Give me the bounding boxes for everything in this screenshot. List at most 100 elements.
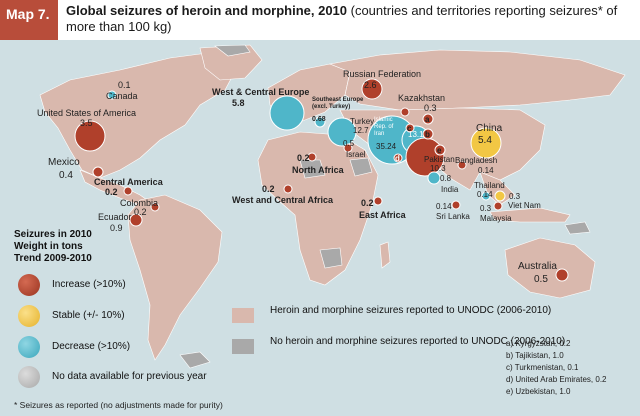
bubble-ecuador [129, 213, 143, 227]
no-data-greenland-north [214, 44, 251, 57]
bubble-thailand [481, 191, 491, 201]
bubble-southeast-europe [314, 116, 326, 128]
marker-c: c [407, 124, 412, 133]
legend-title-line1: Seizures in 2010 [14, 229, 92, 240]
label-colombia: Colombia [120, 198, 159, 208]
label-west-central-africa-value: 0.2 [262, 184, 275, 194]
africa-landmass [257, 131, 379, 286]
label-mexico-value: 0.4 [59, 170, 73, 181]
south-america-landmass [127, 194, 223, 361]
bubble-israel [343, 143, 353, 153]
bubble-canada [107, 90, 117, 100]
label-iran: Islamic Rep. of Iran [374, 117, 394, 137]
seizure-bubbles [74, 78, 569, 282]
header: Map 7. Global seizures of heroin and mor… [0, 0, 640, 40]
no-data-southern-africa [319, 247, 343, 269]
label-usa: United States of America [37, 108, 137, 118]
label-malaysia: Malaysia [480, 214, 512, 223]
label-thailand: Thailand [474, 181, 505, 190]
bubble-india [427, 171, 441, 185]
australia-landmass [504, 237, 596, 299]
bubble-viet-nam [494, 190, 506, 202]
label-china: China [476, 123, 503, 134]
bubble-kazakhstan [400, 107, 410, 117]
label-russia-value: 2.6 [364, 80, 377, 90]
label-russia: Russian Federation [343, 69, 422, 79]
bubble-kyrgyzstan [422, 113, 434, 125]
label-pakistan: Pakistan [424, 155, 455, 164]
label-pakistan-value: 10.3 [430, 164, 446, 173]
legend-increase-label: Increase (>10%) [52, 279, 126, 290]
bubble-colombia [150, 202, 160, 212]
label-bangladesh-value: 0.14 [478, 166, 494, 175]
note-d: d) United Arab Emirates, 0.2 [506, 375, 607, 384]
bubble-bangladesh [457, 160, 467, 170]
legend-title: Seizures in 2010 Weight in tons Trend 20… [14, 229, 92, 265]
bubble-china [470, 127, 502, 159]
bubble-sri-lanka [451, 200, 461, 210]
bubble-mexico [92, 166, 104, 178]
note-b: b) Tajikistan, 1.0 [506, 351, 564, 360]
legend-decrease-dot [18, 336, 40, 358]
title-rest: (countries and territories reporting sei… [66, 3, 618, 34]
marker-a: a [425, 115, 430, 124]
label-ecuador-value: 0.9 [110, 223, 123, 233]
note-e: e) Uzbekistan, 1.0 [506, 387, 571, 396]
legend-title-line2: Weight in tons [14, 241, 83, 252]
legend-reported-swatch [232, 308, 254, 323]
label-southeast-europe-value: 0.68 [312, 116, 326, 123]
bubble-usa [74, 120, 106, 152]
label-israel-value: 0.5 [343, 139, 355, 148]
russia-landmass [328, 49, 626, 111]
label-kazakhstan-value: 0.3 [424, 103, 437, 113]
label-india-value: 0.8 [440, 174, 452, 183]
bubble-turkey [327, 117, 357, 147]
bubble-tajikistan [422, 128, 434, 140]
label-malaysia-value: 0.3 [480, 204, 492, 213]
label-colombia-value: 0.2 [134, 207, 147, 217]
label-canada: Canada [106, 91, 138, 101]
bubble-uae [393, 153, 403, 163]
label-sri-lanka-value: 0.14 [436, 202, 452, 211]
label-viet-nam: Viet Nam [508, 201, 541, 210]
label-israel: Israel [346, 150, 366, 159]
purity-footnote: * Seizures as reported (no adjustments m… [14, 400, 223, 410]
world-map [39, 44, 626, 369]
bubble-australia [555, 268, 569, 282]
label-west-central-africa: West and Central Africa [232, 195, 334, 205]
indonesia-landmass [489, 207, 571, 223]
label-central-america-value: 0.2 [105, 187, 118, 197]
bubble-malaysia [493, 201, 503, 211]
note-c: c) Turkmenistan, 0.1 [506, 363, 579, 372]
label-usa-value: 3.5 [80, 118, 93, 128]
label-north-africa-value: 0.2 [297, 153, 310, 163]
label-china-value: 5.4 [478, 135, 492, 146]
footnote-list: a) Kyrgyzstan, 0.2 b) Tajikistan, 1.0 c)… [506, 338, 607, 398]
bubble-west-central-europe [269, 95, 305, 131]
label-central-america: Central America [94, 177, 163, 187]
label-afghanistan-value: 13.1 [408, 130, 424, 139]
bubble-west-central-africa [283, 184, 293, 194]
no-data-antarctic-fringe [179, 351, 211, 369]
label-kazakhstan: Kazakhstan [398, 93, 446, 103]
label-canada-value: 0.1 [118, 80, 131, 90]
legend-decrease-label: Decrease (>10%) [52, 341, 131, 352]
legend-stable-dot [18, 305, 40, 327]
label-iran-value: 35.24 [376, 142, 397, 151]
legend-increase-dot [18, 274, 40, 296]
greenland-landmass [199, 44, 263, 81]
bubble-russia [361, 78, 383, 100]
marker-b: b [425, 130, 430, 139]
label-sri-lanka: Sri Lanka [436, 212, 470, 221]
legend-reported-label: Heroin and morphine seizures reported to… [270, 305, 552, 316]
label-bangladesh: Bangladesh [455, 156, 498, 165]
bubble-turkmenistan [405, 123, 415, 133]
legend-stable-label: Stable (+/- 10%) [52, 310, 125, 321]
no-data-new-guinea [564, 221, 591, 235]
label-east-africa-value: 0.2 [361, 198, 374, 208]
map-number-tag: Map 7. [0, 0, 58, 40]
legend-no-data-dot [18, 366, 40, 388]
legend-title-line3: Trend 2009-2010 [14, 253, 92, 264]
madagascar-landmass [379, 241, 391, 269]
bubble-central-america [123, 186, 133, 196]
